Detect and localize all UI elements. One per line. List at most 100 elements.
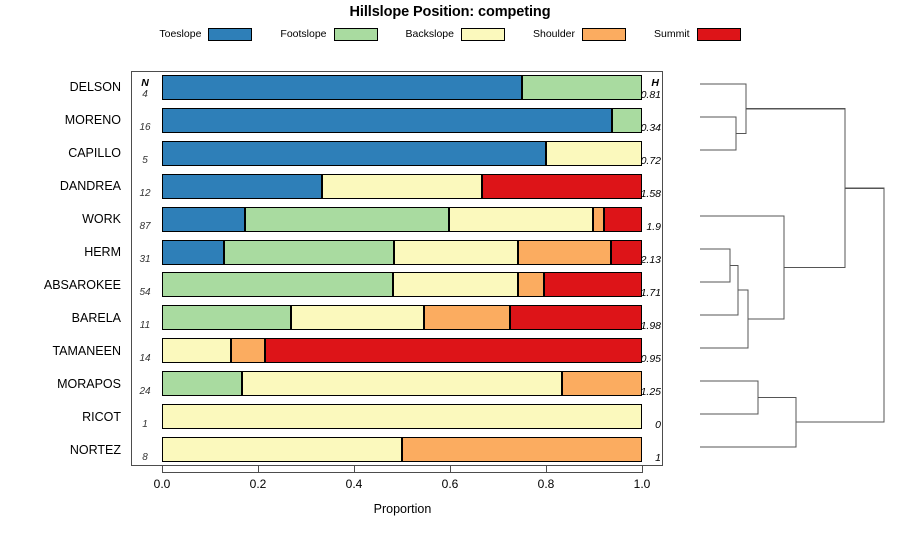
n-value: 11	[139, 319, 151, 331]
bar-segment-shoulder[interactable]	[402, 437, 642, 463]
bar-segment-toeslope[interactable]	[162, 107, 613, 133]
page-title: Hillslope Position: competing	[349, 4, 551, 20]
x-axis-tick	[450, 466, 451, 473]
category-label-ricot: RICOT	[82, 409, 121, 424]
category-label-tamaneen: TAMANEEN	[52, 343, 121, 358]
legend-item-label: Summit	[654, 28, 690, 40]
legend-swatch-icon	[460, 27, 505, 41]
bar-segment-footslope[interactable]	[162, 371, 243, 397]
category-label-dandrea: DANDREA	[59, 179, 121, 194]
bar-row[interactable]	[162, 74, 642, 100]
bar-segment-shoulder[interactable]	[517, 272, 545, 298]
bar-segment-footslope[interactable]	[162, 305, 292, 331]
x-axis-title: Proportion	[373, 502, 432, 516]
n-value: 4	[142, 89, 148, 101]
bar-row[interactable]	[162, 140, 642, 166]
bar-segment-toeslope[interactable]	[162, 173, 322, 199]
bar-segment-footslope[interactable]	[244, 206, 450, 232]
bar-segment-summit[interactable]	[482, 173, 642, 199]
category-label-morapos: MORAPOS	[57, 376, 121, 391]
n-value: 8	[142, 451, 148, 463]
bar-segment-shoulder[interactable]	[423, 305, 510, 331]
bar-segment-backslope[interactable]	[242, 371, 562, 397]
bar-segment-shoulder[interactable]	[561, 371, 642, 397]
n-value: 54	[139, 286, 151, 298]
h-value: 0.72	[640, 155, 661, 168]
x-axis-tick	[642, 466, 643, 473]
legend-item-label: Backslope	[405, 28, 454, 40]
bar-row[interactable]	[162, 239, 642, 265]
bar-row[interactable]	[162, 107, 642, 133]
bar-segment-backslope[interactable]	[546, 140, 642, 166]
legend-item-label: Toeslope	[159, 28, 202, 40]
legend-item-shoulder: Shoulder	[532, 27, 627, 41]
legend-swatch-icon	[208, 27, 253, 41]
n-value: 5	[142, 155, 148, 167]
h-value: 1.98	[640, 319, 661, 332]
bar-segment-shoulder[interactable]	[592, 206, 604, 232]
bar-segment-shoulder[interactable]	[230, 338, 265, 364]
bar-segment-summit[interactable]	[610, 239, 642, 265]
h-value: 1.71	[640, 286, 661, 299]
n-column: N 4 16 5 12 87 31 54 11 14 24 1 8	[132, 71, 162, 466]
x-axis-tick	[546, 466, 547, 473]
legend-item-label: Footslope	[280, 28, 327, 40]
bar-segment-backslope[interactable]	[162, 404, 642, 430]
bar-row[interactable]	[162, 272, 642, 298]
bar-segment-toeslope[interactable]	[162, 140, 546, 166]
x-axis-tick	[162, 466, 163, 473]
h-value: 0.95	[640, 352, 661, 365]
bar-segment-footslope[interactable]	[522, 74, 642, 100]
bar-segment-summit[interactable]	[509, 305, 642, 331]
bar-row[interactable]	[162, 371, 642, 397]
bar-row[interactable]	[162, 206, 642, 232]
legend-item-footslope: Footslope	[280, 27, 378, 41]
n-value: 1	[142, 418, 148, 430]
n-value: 87	[139, 221, 151, 233]
x-axis-tick-label: 0.8	[537, 477, 555, 491]
legend-item-toeslope: Toeslope	[159, 27, 253, 41]
bar-row[interactable]	[162, 404, 642, 430]
bar-segment-footslope[interactable]	[162, 272, 394, 298]
bar-segment-backslope[interactable]	[162, 437, 402, 463]
h-column-header: H	[651, 77, 659, 89]
bar-row[interactable]	[162, 173, 642, 199]
bar-segment-backslope[interactable]	[162, 338, 231, 364]
bar-segment-toeslope[interactable]	[162, 74, 522, 100]
category-label-delson: DELSON	[69, 80, 121, 95]
bar-row[interactable]	[162, 338, 642, 364]
bar-segment-backslope[interactable]	[393, 272, 518, 298]
h-value: 1.25	[640, 385, 661, 398]
h-value: 0	[655, 418, 661, 431]
n-value: 12	[139, 188, 151, 200]
bar-segment-summit[interactable]	[603, 206, 642, 232]
stacked-bars	[162, 71, 642, 466]
bar-segment-summit[interactable]	[544, 272, 642, 298]
category-axis-labels: DELSON MORENO CAPILLO DANDREA WORK HERM ABSARO…	[0, 71, 127, 466]
bar-row[interactable]	[162, 305, 642, 331]
x-axis-line	[162, 472, 643, 473]
bar-segment-shoulder[interactable]	[518, 239, 611, 265]
bar-row[interactable]	[162, 437, 642, 463]
n-value: 16	[139, 122, 151, 134]
bar-segment-footslope[interactable]	[223, 239, 395, 265]
bar-segment-backslope[interactable]	[291, 305, 424, 331]
bar-segment-footslope[interactable]	[612, 107, 642, 133]
category-label-nortez: NORTEZ	[69, 442, 121, 457]
bar-segment-backslope[interactable]	[449, 206, 593, 232]
legend: Toeslope Footslope Backslope Shoulder Summit	[0, 24, 900, 44]
bar-segment-backslope[interactable]	[321, 173, 483, 199]
bar-segment-backslope[interactable]	[394, 239, 519, 265]
legend-swatch-icon	[333, 27, 378, 41]
n-value: 14	[139, 352, 151, 364]
h-value: 1.9	[646, 221, 661, 234]
bar-segment-toeslope[interactable]	[162, 239, 224, 265]
h-value: 0.81	[640, 89, 661, 102]
plot-frame	[131, 71, 663, 466]
x-axis-tick-label: 0.6	[441, 477, 459, 491]
bar-segment-toeslope[interactable]	[162, 206, 245, 232]
bar-segment-summit[interactable]	[264, 338, 642, 364]
category-label-moreno: MORENO	[64, 113, 121, 128]
legend-item-label: Shoulder	[532, 28, 576, 40]
h-value: 1	[655, 451, 661, 464]
